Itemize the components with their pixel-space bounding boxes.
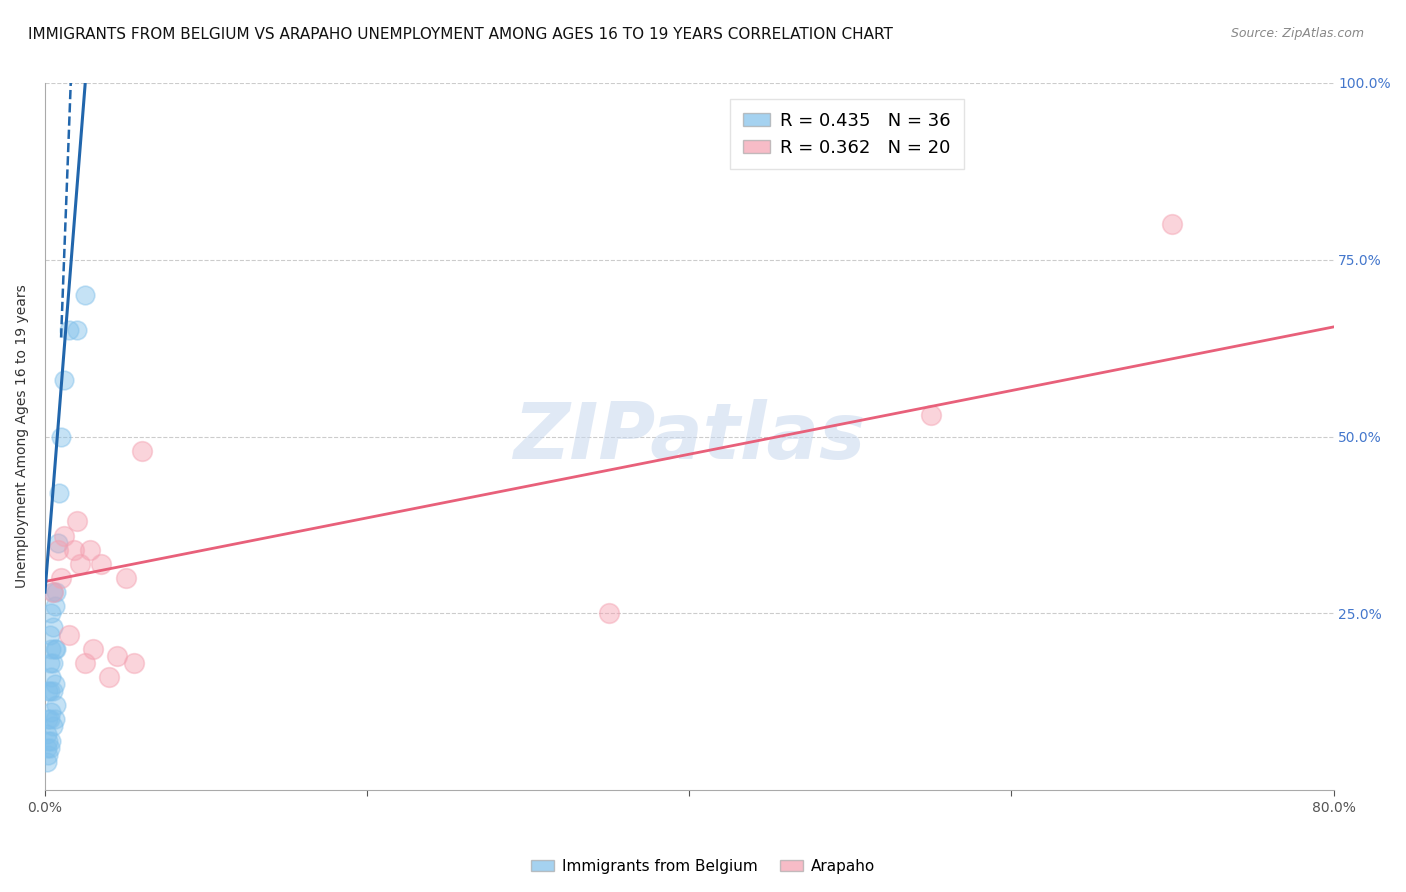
- Point: [44, 677, 66, 691]
- Point: [41, 706, 63, 720]
- Point: [35, 726, 58, 740]
- Text: Source: ZipAtlas.com: Source: ZipAtlas.com: [1230, 27, 1364, 40]
- Point: [66, 515, 89, 529]
- Point: [45, 585, 67, 599]
- Point: [44, 599, 66, 614]
- Point: [37, 713, 59, 727]
- Point: [114, 571, 136, 585]
- Point: [79, 542, 101, 557]
- Point: [42, 656, 65, 670]
- Point: [90, 557, 112, 571]
- Point: [53, 373, 76, 387]
- Point: [37, 747, 59, 762]
- Point: [42, 585, 65, 599]
- Point: [37, 733, 59, 747]
- Point: [58, 627, 80, 641]
- Point: [41, 607, 63, 621]
- Legend: Immigrants from Belgium, Arapaho: Immigrants from Belgium, Arapaho: [524, 853, 882, 880]
- Point: [45, 698, 67, 713]
- Point: [37, 684, 59, 698]
- Point: [131, 443, 153, 458]
- Point: [35, 740, 58, 755]
- Point: [122, 656, 145, 670]
- Point: [598, 607, 620, 621]
- Point: [38, 684, 60, 698]
- Text: IMMIGRANTS FROM BELGIUM VS ARAPAHO UNEMPLOYMENT AMONG AGES 16 TO 19 YEARS CORREL: IMMIGRANTS FROM BELGIUM VS ARAPAHO UNEMP…: [28, 27, 893, 42]
- Legend: R = 0.435   N = 36, R = 0.362   N = 20: R = 0.435 N = 36, R = 0.362 N = 20: [730, 99, 963, 169]
- Point: [42, 684, 65, 698]
- Point: [75, 288, 97, 302]
- Text: ZIPatlas: ZIPatlas: [513, 399, 865, 475]
- Point: [1161, 218, 1184, 232]
- Point: [42, 585, 65, 599]
- Point: [42, 719, 65, 733]
- Point: [75, 656, 97, 670]
- Point: [38, 656, 60, 670]
- Point: [46, 535, 69, 549]
- Point: [44, 641, 66, 656]
- Point: [41, 733, 63, 747]
- Point: [107, 648, 129, 663]
- Point: [82, 641, 104, 656]
- Point: [98, 670, 121, 684]
- Point: [49, 429, 72, 443]
- Point: [58, 323, 80, 337]
- Point: [35, 755, 58, 769]
- Point: [41, 670, 63, 684]
- Point: [66, 323, 89, 337]
- Point: [920, 409, 942, 423]
- Point: [53, 528, 76, 542]
- Point: [45, 641, 67, 656]
- Point: [49, 571, 72, 585]
- Point: [38, 740, 60, 755]
- Point: [38, 713, 60, 727]
- Y-axis label: Unemployment Among Ages 16 to 19 years: Unemployment Among Ages 16 to 19 years: [15, 285, 30, 589]
- Point: [69, 557, 91, 571]
- Point: [41, 641, 63, 656]
- Point: [38, 627, 60, 641]
- Point: [46, 542, 69, 557]
- Point: [48, 486, 70, 500]
- Point: [42, 620, 65, 634]
- Point: [44, 713, 66, 727]
- Point: [63, 542, 86, 557]
